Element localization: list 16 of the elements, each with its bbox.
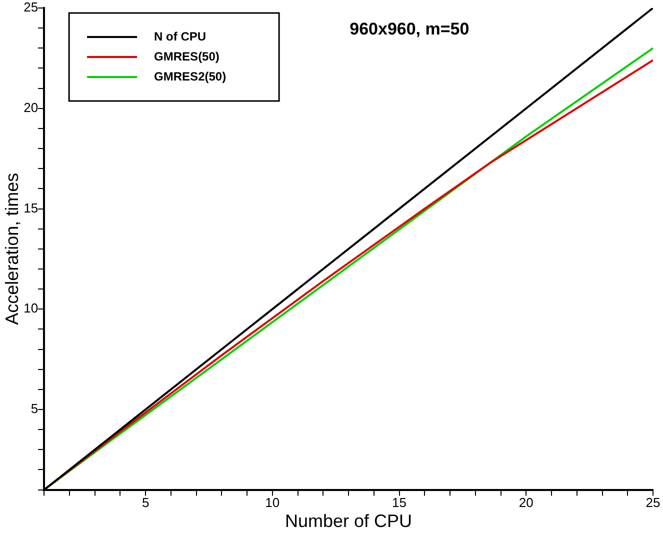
- x-tick-label: 25: [646, 495, 660, 510]
- y-axis-title: Acceleration, times: [2, 172, 22, 325]
- legend-label: GMRES(50): [154, 49, 220, 64]
- y-tick-label: 25: [24, 0, 38, 15]
- y-tick-label: 15: [24, 200, 38, 216]
- legend-label: GMRES2(50): [154, 69, 226, 84]
- y-tick-label: 10: [24, 300, 38, 316]
- text: 960x960, m=50: [350, 20, 470, 39]
- x-tick-label: 5: [142, 495, 150, 510]
- y-tick-label: 5: [30, 401, 38, 416]
- x-axis-title: Number of CPU: [285, 511, 412, 532]
- x-tick-label: 10: [265, 495, 280, 510]
- legend-label: N of CPU: [154, 29, 206, 44]
- y-tick-label: 20: [24, 100, 38, 115]
- x-tick-label: 15: [392, 495, 407, 510]
- x-tick-label: 20: [518, 495, 534, 510]
